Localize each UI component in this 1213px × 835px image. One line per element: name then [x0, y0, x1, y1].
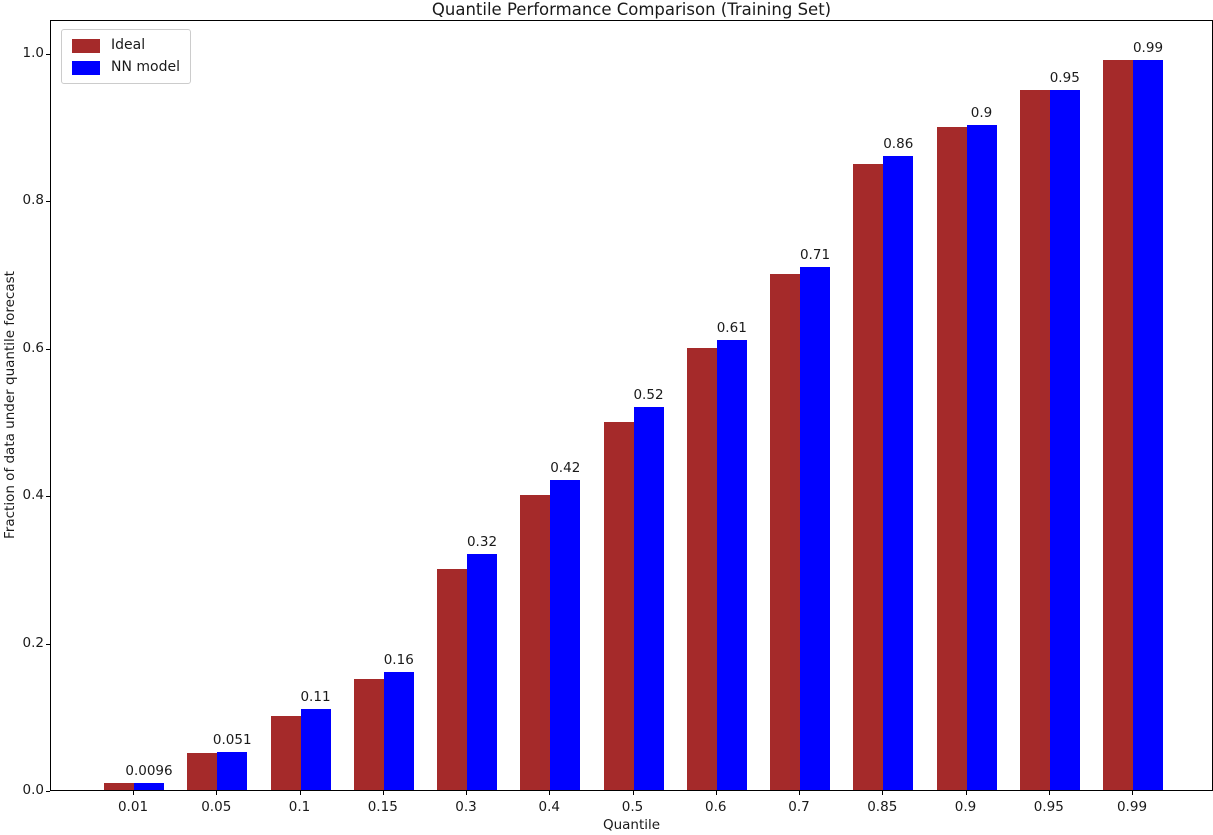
y-tick-label: 0.2 [22, 634, 44, 651]
x-tick-label: 0.95 [1033, 799, 1064, 815]
bar-ideal [770, 274, 800, 790]
x-tick-label: 0.5 [621, 799, 644, 815]
x-tick-label: 0.99 [1116, 799, 1148, 815]
bar-nn-model [633, 406, 664, 790]
bar-value-label: 0.99 [1132, 40, 1164, 57]
y-tick-mark [46, 201, 50, 203]
bar-ideal [104, 782, 134, 790]
bar-nn-model [134, 782, 164, 790]
x-tick-label: 0.4 [538, 799, 560, 815]
bar-nn-model [1049, 89, 1080, 790]
legend-label-ideal: Ideal [111, 37, 146, 53]
y-tick-label: 0.8 [22, 192, 44, 209]
x-tick-label: 0.1 [288, 799, 311, 815]
x-tick-label: 0.6 [705, 799, 727, 815]
bar-ideal [437, 568, 467, 790]
y-axis-label: Fraction of data under quantile forecast [2, 271, 18, 540]
x-tick-mark [549, 791, 551, 795]
y-tick-label: 0.6 [22, 339, 44, 356]
y-tick-mark [46, 54, 50, 55]
plot-area: Ideal NN model 0.0096 0.051 0.11 0.16 0.32 0.… [50, 20, 1213, 791]
x-tick-mark [299, 791, 301, 795]
bar-nn-model [1133, 60, 1163, 790]
x-tick-label: 0.3 [455, 799, 477, 815]
bar-nn-model [550, 480, 581, 790]
x-tick-mark [216, 791, 218, 795]
x-tick-label: 0.01 [117, 799, 149, 815]
y-tick-mark [46, 348, 50, 350]
legend-item-ideal: Ideal [72, 38, 180, 53]
y-tick-label: 0.4 [22, 487, 44, 504]
bar-ideal [686, 347, 717, 790]
bar-value-label: 0.95 [1049, 69, 1080, 86]
x-tick-mark [1048, 791, 1050, 795]
x-tick-mark [715, 791, 717, 795]
x-tick-label: 0.7 [788, 799, 810, 815]
bar-value-label: 0.52 [633, 386, 664, 403]
bar-nn-model [716, 340, 747, 790]
legend-swatch-ideal-icon [72, 38, 100, 53]
legend-label-nn-model: NN model [111, 59, 180, 75]
bar-nn-model [966, 124, 997, 790]
x-tick-mark [466, 791, 467, 795]
y-tick-label: 0.0 [22, 782, 44, 798]
y-tick-label: 1.0 [22, 45, 44, 61]
bar-value-label: 0.86 [883, 136, 914, 153]
bar-nn-model [217, 752, 248, 790]
legend-swatch-nn-model-icon [72, 60, 100, 75]
bar-nn-model [383, 672, 414, 790]
bar-value-label: 0.0096 [125, 762, 173, 779]
bar-ideal [1103, 60, 1133, 790]
y-tick-mark [46, 496, 50, 498]
bar-ideal [603, 421, 634, 790]
bar-value-label: 0.42 [550, 460, 581, 477]
bar-value-label: 0.051 [212, 732, 252, 749]
x-tick-label: 0.05 [201, 799, 232, 815]
bar-value-label: 0.9 [970, 104, 993, 121]
bar-ideal [353, 679, 384, 790]
bar-nn-model [300, 708, 331, 790]
bar-ideal [187, 753, 218, 790]
x-tick-mark [965, 791, 967, 795]
x-tick-mark [882, 791, 884, 795]
x-tick-mark [1132, 791, 1133, 795]
x-tick-label: 0.85 [867, 799, 898, 815]
x-tick-label: 0.15 [367, 799, 398, 815]
bar-nn-model [467, 554, 497, 790]
x-tick-mark [799, 791, 800, 795]
y-tick-mark [46, 643, 50, 645]
bar-nn-model [883, 156, 914, 790]
bar-value-label: 0.71 [799, 246, 831, 263]
chart-title: Quantile Performance Comparison (Trainin… [431, 0, 832, 19]
bar-ideal [520, 495, 551, 790]
bar-ideal [1019, 89, 1050, 790]
legend: Ideal NN model [61, 29, 191, 84]
bar-ideal [936, 126, 967, 790]
x-axis-label: Quantile [602, 817, 661, 833]
legend-item-nn-model: NN model [72, 60, 180, 75]
bar-value-label: 0.61 [716, 320, 747, 337]
bar-nn-model [800, 266, 830, 790]
x-tick-mark [382, 791, 384, 795]
x-tick-label: 0.9 [954, 799, 977, 815]
bar-value-label: 0.11 [300, 688, 331, 705]
bar-ideal [853, 163, 884, 790]
bar-ideal [270, 716, 301, 790]
x-tick-mark [632, 791, 634, 795]
bar-value-label: 0.16 [383, 652, 414, 669]
x-tick-mark [133, 791, 134, 795]
y-tick-mark [46, 791, 50, 792]
bar-value-label: 0.32 [466, 534, 498, 551]
